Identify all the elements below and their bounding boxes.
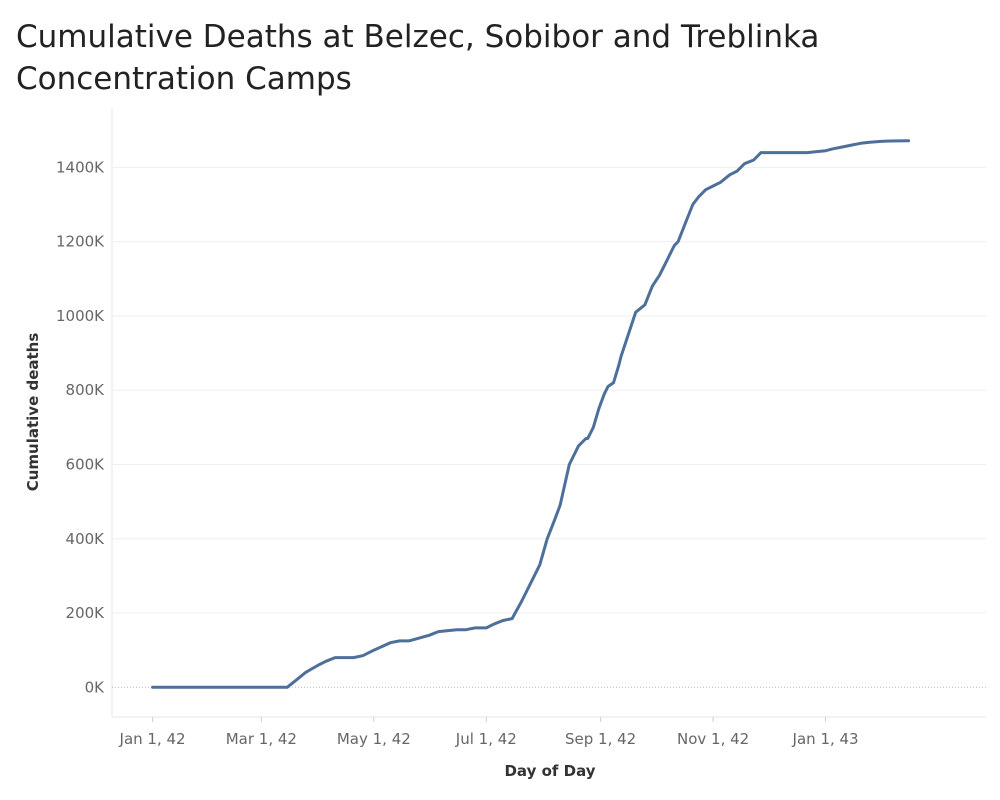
y-tick-label: 800K <box>66 381 106 399</box>
series-layer <box>151 139 911 689</box>
x-axis-ticks: Jan 1, 42 Mar 1, 42 May 1, 42 Jul 1, 42 Sep … <box>119 717 859 748</box>
x-axis-title: Day of Day <box>504 762 595 780</box>
x-tick-label: Nov 1, 42 <box>677 730 749 748</box>
series-line <box>151 139 911 689</box>
x-tick-label: Mar 1, 42 <box>226 730 297 748</box>
y-axis-title: Cumulative deaths <box>24 333 42 492</box>
y-tick-label: 400K <box>66 530 106 548</box>
y-tick-label: 1200K <box>56 233 105 251</box>
x-tick-label: Jan 1, 43 <box>792 730 859 748</box>
x-tick-label: Jul 1, 42 <box>455 730 517 748</box>
y-tick-label: 1000K <box>56 307 105 325</box>
x-tick-label: May 1, 42 <box>337 730 411 748</box>
x-tick-label: Jan 1, 42 <box>119 730 186 748</box>
y-tick-label: 1400K <box>56 158 105 176</box>
y-tick-label: 200K <box>66 604 106 622</box>
y-tick-label: 0K <box>85 678 106 696</box>
y-tick-label: 600K <box>66 455 106 473</box>
x-tick-label: Sep 1, 42 <box>565 730 636 748</box>
chart-title: Cumulative Deaths at Belzec, Sobibor and… <box>16 19 820 97</box>
gridlines <box>112 166 986 688</box>
y-axis-ticks: 0K 200K 400K 600K 800K 1000K 1200K 1400K <box>56 158 105 696</box>
